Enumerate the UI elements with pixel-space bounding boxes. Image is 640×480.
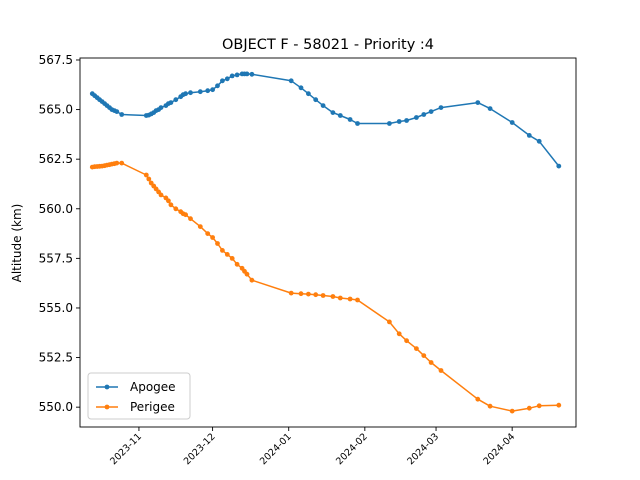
legend: Apogee Perigee: [87, 372, 191, 420]
apogee-point: [229, 73, 235, 79]
apogee-point: [234, 72, 240, 78]
y-tick-label: 557.5: [39, 251, 73, 265]
perigee-point: [210, 235, 216, 240]
perigee-point: [536, 403, 542, 409]
apogee-point: [320, 103, 326, 108]
apogee-point: [224, 76, 230, 82]
perigee-point: [188, 216, 193, 222]
perigee-point: [404, 338, 409, 344]
apogee-point: [205, 88, 211, 94]
apogee-point: [168, 100, 174, 105]
perigee-point: [313, 292, 319, 298]
perigee-point: [244, 271, 250, 277]
perigee-point: [197, 224, 203, 230]
apogee-point: [249, 71, 255, 77]
apogee-point: [347, 117, 353, 122]
y-tick-label: 555.0: [39, 301, 73, 315]
perigee-point: [220, 248, 225, 253]
chart-title: OBJECT F - 58021 - Priority :4: [222, 37, 434, 53]
perigee-point: [487, 403, 493, 409]
apogee-legend-marker: [104, 384, 110, 390]
apogee-point: [119, 112, 125, 117]
apogee-point: [526, 133, 532, 138]
apogee-point: [158, 105, 164, 110]
y-tick-label: 560.0: [39, 202, 73, 216]
perigee-point: [143, 172, 149, 178]
apogee-point: [414, 115, 419, 120]
perigee-point: [183, 212, 189, 218]
perigee-point: [526, 405, 532, 411]
apogee-point: [173, 97, 179, 103]
apogee-point: [288, 78, 294, 84]
perigee-point: [421, 353, 427, 358]
perigee-point: [249, 277, 255, 283]
apogee-point: [220, 78, 225, 84]
perigee-point: [173, 206, 179, 212]
perigee-point: [556, 402, 562, 408]
perigee-point: [509, 408, 515, 414]
apogee-point: [197, 89, 203, 95]
apogee-point: [396, 119, 402, 124]
perigee-point: [387, 319, 392, 325]
perigee-point: [119, 160, 125, 166]
apogee-point: [509, 120, 515, 125]
perigee-point: [320, 293, 326, 298]
perigee-point: [347, 296, 353, 302]
perigee-point: [114, 160, 120, 166]
apogee-point: [298, 85, 304, 91]
perigee-point: [158, 192, 164, 198]
perigee-point: [438, 368, 444, 373]
perigee-point: [288, 290, 294, 296]
plot-frame: [79, 57, 577, 428]
y-tick-label: 565.0: [39, 103, 73, 117]
perigee-point: [475, 396, 481, 402]
apogee-point: [556, 163, 562, 169]
apogee-point: [313, 97, 319, 103]
apogee-point: [421, 112, 427, 117]
perigee-point: [205, 231, 211, 237]
y-tick-label: 550.0: [39, 400, 73, 414]
perigee-point: [229, 256, 235, 261]
perigee-point: [337, 295, 343, 301]
perigee-point: [215, 241, 220, 246]
apogee-point: [306, 91, 311, 97]
y-axis-label: Altitude (km): [10, 204, 24, 283]
perigee-legend-label: Perigee: [130, 400, 175, 414]
y-tick-label: 552.5: [39, 351, 73, 365]
apogee-legend-label: Apogee: [130, 380, 176, 394]
perigee-point: [298, 291, 304, 297]
apogee-point: [475, 100, 481, 105]
apogee-point: [210, 87, 216, 93]
apogee-point: [404, 118, 409, 123]
perigee-point: [146, 176, 152, 182]
apogee-point: [114, 109, 120, 114]
apogee-point: [487, 106, 493, 111]
perigee-point: [330, 294, 336, 299]
apogee-point: [387, 121, 392, 126]
perigee-legend-marker: [104, 404, 110, 410]
y-tick-label: 567.5: [39, 53, 73, 67]
perigee-point: [306, 291, 311, 297]
apogee-point: [244, 71, 250, 77]
perigee-point: [414, 346, 419, 351]
apogee-point: [183, 91, 189, 97]
perigee-point: [166, 198, 171, 204]
apogee-point: [355, 121, 360, 126]
perigee-point: [396, 331, 402, 337]
perigee-point: [168, 202, 174, 208]
perigee-point: [224, 252, 230, 257]
apogee-point: [536, 138, 542, 144]
perigee-point: [428, 360, 434, 365]
apogee-point: [215, 83, 220, 89]
apogee-point: [428, 109, 434, 114]
apogee-point: [188, 90, 193, 96]
perigee-point: [234, 261, 240, 267]
apogee-point: [337, 113, 343, 118]
apogee-point: [330, 110, 336, 115]
apogee-point: [438, 105, 444, 110]
y-tick-label: 562.5: [39, 152, 73, 166]
perigee-point: [355, 297, 360, 303]
